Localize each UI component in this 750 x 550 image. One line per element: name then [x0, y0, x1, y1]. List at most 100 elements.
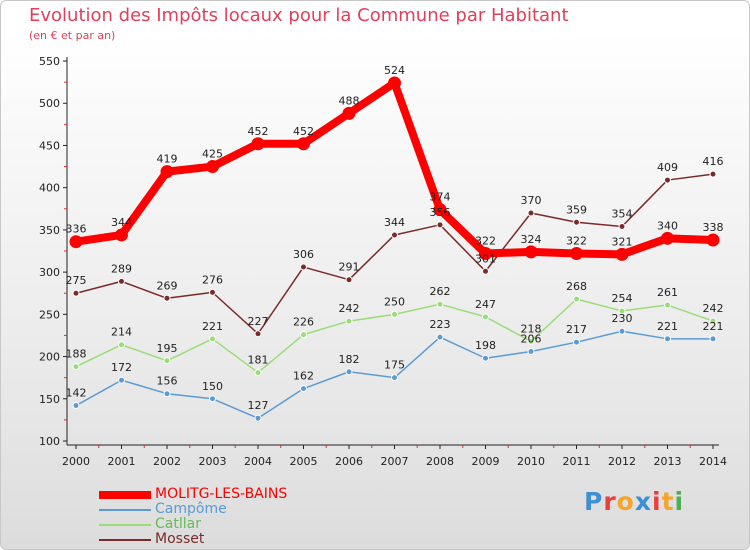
legend-item-molitg-les-bains: MOLITG-LES-BAINS	[99, 487, 287, 502]
point-catllar-2006	[345, 317, 353, 325]
point-mosset-2000	[72, 289, 80, 297]
data-label-mosset-2003: 276	[202, 273, 223, 286]
legend-item-mosset: Mosset	[99, 532, 287, 547]
point-camp-me-2009	[482, 354, 489, 362]
legend-label-molitg: MOLITG-LES-BAINS	[155, 486, 288, 502]
data-label-camp-me-2013: 221	[657, 320, 678, 333]
data-label-catllar-2008: 262	[430, 285, 451, 298]
point-catllar-2009	[482, 313, 489, 321]
data-label-mosset-2006: 291	[339, 261, 360, 274]
labels-layer: 188 214 195 221 181 226 242 250 262 247 218 268 254 2…	[66, 64, 724, 412]
data-label-catllar-2000: 188	[66, 348, 87, 361]
data-label-catllar-2007: 250	[384, 295, 405, 308]
x-tick-label-2013: 2013	[654, 455, 682, 468]
point-camp-me-2011	[573, 338, 580, 346]
data-label-molitg-les-bains-2000: 336	[66, 223, 87, 236]
data-label-mosset-2008: 356	[430, 206, 451, 219]
data-label-camp-me-2014: 221	[703, 320, 724, 333]
x-tick-label-2007: 2007	[381, 455, 409, 468]
data-label-molitg-les-bains-2003: 425	[202, 148, 223, 161]
point-mosset-2008	[436, 221, 444, 229]
axes: 100 150 200 250 300 350 400 450 500 550 2000 2001 20…	[39, 55, 727, 468]
point-camp-me-2010	[527, 347, 535, 355]
point-catllar-2011	[573, 295, 580, 303]
data-label-molitg-les-bains-2002: 419	[157, 153, 178, 166]
point-mosset-2006	[345, 276, 353, 284]
y-tick-label-300: 300	[39, 266, 60, 279]
y-tick-label-400: 400	[39, 182, 60, 195]
data-label-molitg-les-bains-2007: 524	[384, 64, 405, 77]
x-tick-label-2000: 2000	[62, 455, 90, 468]
point-molitg-les-bains-2011	[570, 247, 583, 261]
data-label-molitg-les-bains-2005: 452	[293, 125, 314, 138]
y-tick-label-350: 350	[39, 224, 60, 237]
chart-title: Evolution des Impôts locaux pour la Comm…	[29, 5, 569, 26]
x-tick-label-2002: 2002	[153, 455, 181, 468]
data-label-mosset-2010: 370	[521, 194, 542, 207]
data-label-mosset-2011: 359	[566, 203, 587, 216]
point-catllar-2004	[254, 369, 262, 377]
point-mosset-2011	[573, 218, 580, 226]
legend-swatch-mosset	[99, 538, 151, 541]
point-mosset-2004	[254, 330, 262, 338]
data-label-camp-me-2002: 156	[157, 375, 178, 388]
point-mosset-2010	[527, 209, 535, 217]
x-tick-label-2004: 2004	[244, 455, 272, 468]
point-catllar-2007	[391, 310, 398, 318]
data-label-molitg-les-bains-2009: 322	[475, 235, 496, 248]
point-catllar-2003	[209, 335, 216, 343]
point-catllar-2013	[664, 301, 671, 309]
point-molitg-les-bains-2002	[160, 165, 174, 179]
point-catllar-2000	[72, 363, 80, 371]
x-tick-label-2005: 2005	[290, 455, 318, 468]
point-mosset-2012	[618, 223, 626, 231]
point-molitg-les-bains-2005	[297, 137, 310, 151]
logo-letter: P	[584, 487, 604, 516]
legend-item-campome: Campôme	[99, 502, 287, 517]
y-tick-label-550: 550	[39, 55, 60, 68]
point-mosset-2002	[163, 294, 171, 302]
point-catllar-2014	[709, 317, 717, 325]
point-catllar-2005	[300, 331, 307, 339]
point-camp-me-2002	[163, 390, 171, 398]
point-mosset-2001	[118, 277, 125, 285]
data-label-catllar-2004: 181	[248, 354, 269, 367]
data-label-mosset-2009: 301	[475, 252, 496, 265]
data-label-molitg-les-bains-2012: 321	[612, 235, 633, 248]
point-camp-me-2014	[709, 335, 717, 343]
data-label-mosset-2005: 306	[293, 248, 314, 261]
data-label-catllar-2006: 242	[339, 302, 360, 315]
data-label-catllar-2012: 254	[612, 292, 633, 305]
point-molitg-les-bains-2001	[115, 228, 128, 242]
data-label-camp-me-2009: 198	[475, 339, 496, 352]
data-label-catllar-2005: 226	[293, 316, 314, 329]
point-molitg-les-bains-2003	[206, 160, 219, 174]
legend-label-mosset: Mosset	[155, 531, 205, 547]
data-label-molitg-les-bains-2004: 452	[248, 125, 269, 138]
data-label-catllar-2002: 195	[157, 342, 178, 355]
point-catllar-2001	[118, 341, 125, 349]
point-molitg-les-bains-2014	[706, 233, 720, 247]
point-mosset-2014	[709, 170, 717, 178]
data-label-camp-me-2012: 230	[612, 312, 633, 325]
data-label-camp-me-2000: 142	[66, 387, 87, 400]
chart-subtitle: (en € et par an)	[29, 29, 116, 42]
data-label-mosset-2013: 409	[657, 161, 678, 174]
x-tick-label-2008: 2008	[426, 455, 454, 468]
series-camp-me	[72, 327, 717, 422]
data-label-molitg-les-bains-2006: 488	[339, 94, 360, 107]
data-label-catllar-2014: 242	[703, 302, 724, 315]
point-mosset-2005	[300, 263, 307, 271]
data-label-camp-me-2001: 172	[111, 361, 132, 374]
point-camp-me-2000	[72, 402, 80, 410]
data-label-mosset-2000: 275	[66, 274, 87, 287]
logo-letter: i	[652, 487, 662, 516]
point-molitg-les-bains-2010	[524, 245, 538, 259]
point-camp-me-2006	[345, 368, 353, 376]
y-tick-label-500: 500	[39, 97, 60, 110]
data-label-camp-me-2008: 223	[430, 318, 451, 331]
x-tick-label-2001: 2001	[108, 455, 136, 468]
data-label-mosset-2001: 289	[111, 262, 132, 275]
